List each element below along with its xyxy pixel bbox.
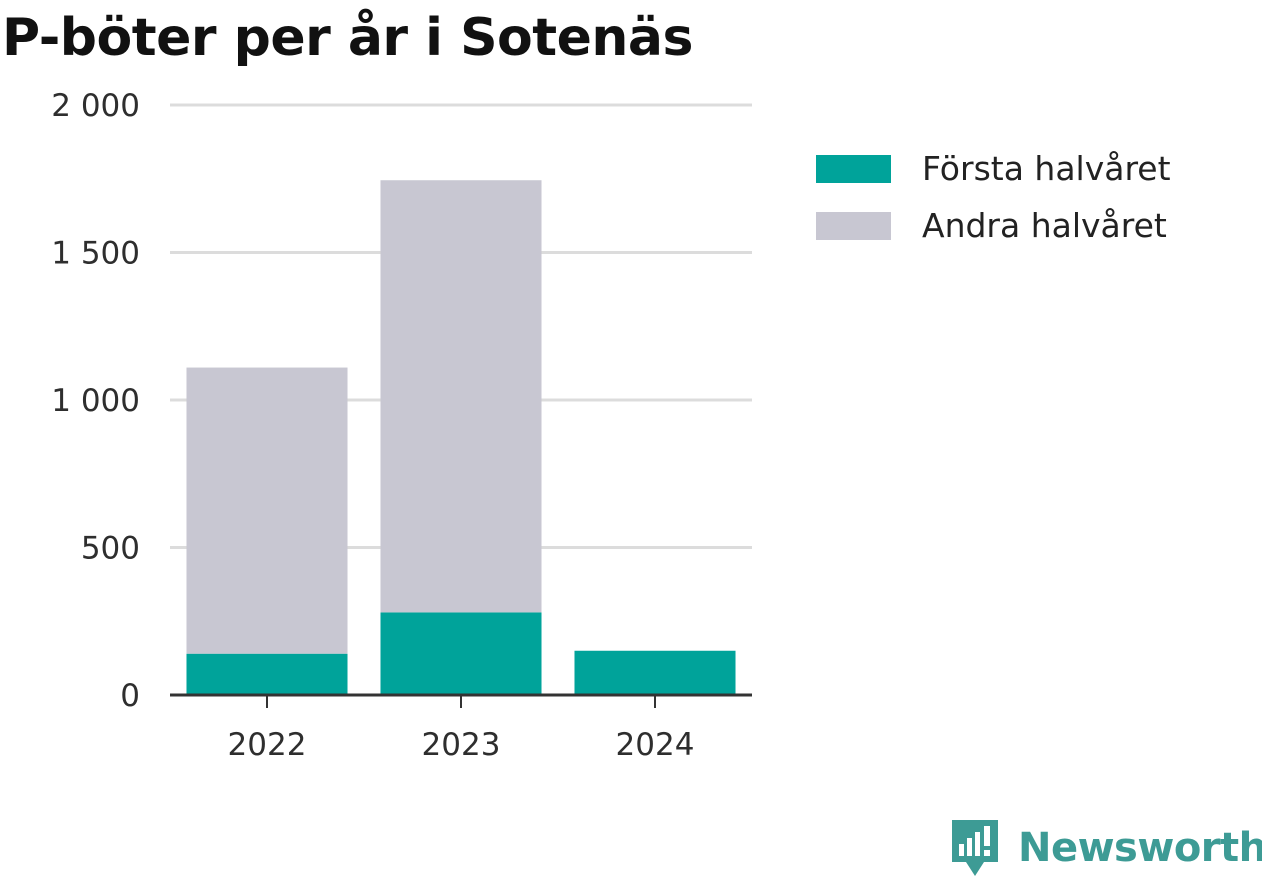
y-tick-label: 2 000 — [51, 88, 140, 124]
legend-label-first-half: Första halvåret — [922, 149, 1171, 188]
y-tick-label: 500 — [81, 531, 140, 567]
x-axis-labels: 2022 2023 2024 — [228, 727, 695, 763]
legend-label-second-half: Andra halvåret — [922, 206, 1167, 245]
newsworthy-logo-icon — [952, 820, 998, 876]
chart-title: P-böter per år i Sotenäs — [2, 8, 693, 68]
axes — [170, 693, 752, 708]
y-tick-label: 0 — [120, 678, 140, 714]
legend-swatch-first-half — [816, 154, 891, 183]
bar-2023-series-1 — [380, 612, 542, 695]
x-tick-label: 2023 — [422, 727, 501, 763]
y-tick-label: 1 000 — [51, 383, 140, 419]
legend-item-second-half: Andra halvåret — [816, 197, 1171, 254]
y-axis-labels: 0 500 1 000 1 500 2 000 — [51, 88, 140, 714]
brand-name: Newsworthy — [1018, 825, 1262, 871]
legend-item-first-half: Första halvåret — [816, 140, 1171, 197]
legend: Första halvåret Andra halvåret — [816, 140, 1171, 254]
bar-2024-series-1 — [574, 650, 736, 695]
bars — [186, 180, 736, 695]
bar-2022-series-1 — [186, 653, 348, 695]
y-tick-label: 1 500 — [51, 236, 140, 272]
legend-swatch-second-half — [816, 211, 891, 240]
x-tick-label: 2022 — [228, 727, 307, 763]
bar-2023-series-2 — [380, 180, 542, 613]
x-tick-label: 2024 — [616, 727, 695, 763]
bar-2022-series-2 — [186, 367, 348, 654]
newsworthy-brand: Newsworthy — [950, 818, 1262, 878]
